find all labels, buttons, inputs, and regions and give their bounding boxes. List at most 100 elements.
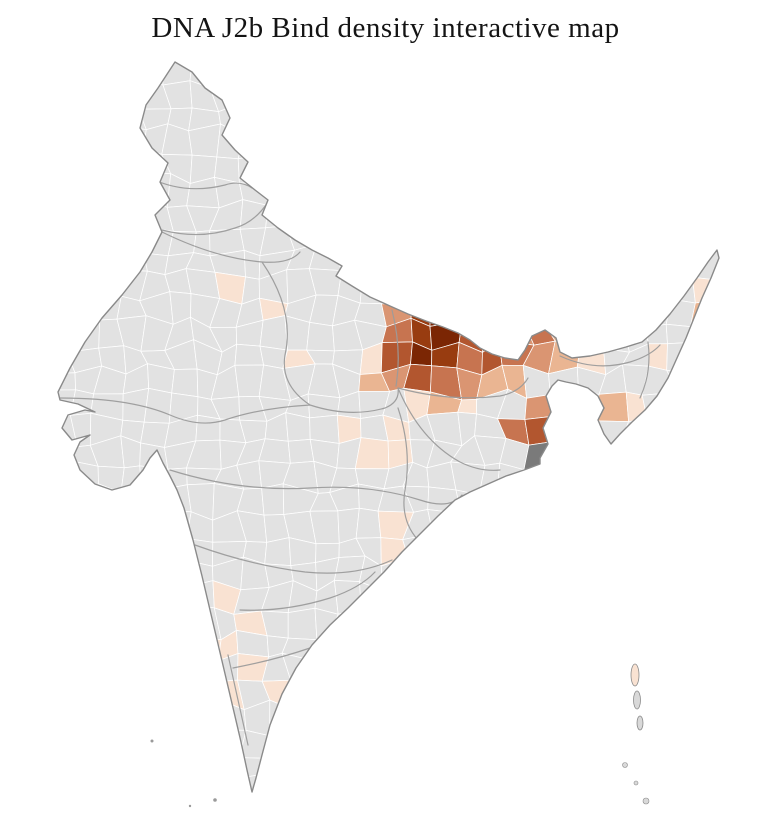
- district-cell-shaded[interactable]: [482, 316, 506, 354]
- district-cell[interactable]: [521, 654, 553, 686]
- nicobar-islands[interactable]: [622, 762, 650, 805]
- district-cell[interactable]: [697, 225, 725, 251]
- district-cell[interactable]: [162, 583, 199, 616]
- district-cell[interactable]: [119, 627, 144, 662]
- district-cell[interactable]: [575, 127, 598, 159]
- district-cell[interactable]: [113, 53, 147, 83]
- district-cell[interactable]: [478, 558, 512, 586]
- district-cell[interactable]: [690, 62, 724, 88]
- district-cell[interactable]: [617, 268, 651, 297]
- district-cell[interactable]: [644, 323, 668, 345]
- district-cell[interactable]: [74, 772, 95, 806]
- district-cell-shaded[interactable]: [186, 634, 222, 662]
- district-cell-shaded[interactable]: [521, 317, 556, 346]
- district-cell[interactable]: [548, 436, 577, 469]
- district-cell[interactable]: [571, 104, 598, 132]
- district-cell[interactable]: [425, 747, 459, 785]
- district-cell[interactable]: [522, 706, 558, 734]
- nicobar-island[interactable]: [622, 762, 628, 768]
- district-cell[interactable]: [569, 464, 605, 492]
- district-cell[interactable]: [315, 106, 335, 126]
- district-cell[interactable]: [119, 655, 141, 685]
- district-cell[interactable]: [355, 633, 380, 657]
- district-cell[interactable]: [243, 101, 270, 136]
- district-cell[interactable]: [521, 204, 550, 225]
- district-cell[interactable]: [260, 772, 291, 807]
- district-cell[interactable]: [497, 253, 525, 275]
- district-cell[interactable]: [70, 110, 96, 131]
- district-cell[interactable]: [378, 222, 413, 255]
- district-cell[interactable]: [545, 124, 578, 161]
- district-cell[interactable]: [693, 555, 722, 588]
- district-cell[interactable]: [94, 198, 123, 228]
- district-cell[interactable]: [647, 123, 671, 157]
- district-cell[interactable]: [332, 151, 366, 184]
- district-cell[interactable]: [186, 729, 216, 756]
- district-cell[interactable]: [243, 249, 261, 280]
- district-cell[interactable]: [425, 84, 463, 109]
- district-cell[interactable]: [522, 107, 557, 126]
- district-cell[interactable]: [572, 702, 595, 736]
- district-cell[interactable]: [667, 554, 699, 588]
- district-cell[interactable]: [694, 726, 723, 755]
- district-cell[interactable]: [281, 55, 313, 82]
- district-cell[interactable]: [283, 149, 312, 177]
- district-cell[interactable]: [168, 679, 195, 705]
- district-cell[interactable]: [144, 54, 164, 86]
- district-cell[interactable]: [427, 727, 460, 758]
- district-cell[interactable]: [455, 103, 479, 131]
- district-cell[interactable]: [499, 725, 527, 759]
- district-cell[interactable]: [283, 124, 319, 152]
- district-cell[interactable]: [522, 684, 558, 712]
- district-cell[interactable]: [596, 512, 623, 542]
- district-cell[interactable]: [89, 556, 117, 592]
- district-cell[interactable]: [283, 110, 319, 135]
- district-cell[interactable]: [66, 608, 102, 639]
- district-cell[interactable]: [427, 179, 453, 208]
- district-cell[interactable]: [405, 270, 437, 305]
- district-cell[interactable]: [624, 463, 651, 493]
- district-cell[interactable]: [646, 778, 679, 808]
- district-cell[interactable]: [571, 76, 595, 110]
- district-cell[interactable]: [305, 63, 340, 82]
- district-cell[interactable]: [137, 654, 172, 685]
- district-cell[interactable]: [617, 295, 649, 329]
- district-cell[interactable]: [450, 179, 480, 208]
- district-cell[interactable]: [667, 579, 701, 615]
- district-cell[interactable]: [689, 172, 725, 209]
- district-cell[interactable]: [547, 58, 579, 88]
- district-cell[interactable]: [624, 109, 652, 137]
- district-cell[interactable]: [234, 364, 265, 398]
- district-cell[interactable]: [595, 226, 629, 257]
- district-cell[interactable]: [355, 606, 390, 638]
- district-cell[interactable]: [331, 629, 363, 658]
- district-cell[interactable]: [551, 484, 577, 515]
- district-cell[interactable]: [452, 631, 484, 657]
- district-cell[interactable]: [545, 201, 581, 227]
- district-cell[interactable]: [604, 443, 631, 473]
- district-cell[interactable]: [426, 533, 458, 569]
- district-cell[interactable]: [597, 295, 623, 322]
- district-cell[interactable]: [549, 630, 575, 656]
- district-cell[interactable]: [117, 196, 145, 228]
- district-cell[interactable]: [91, 605, 123, 633]
- district-cell[interactable]: [597, 628, 627, 659]
- district-cell[interactable]: [458, 84, 482, 112]
- district-cell[interactable]: [89, 538, 123, 568]
- district-cell[interactable]: [667, 203, 698, 227]
- district-cell[interactable]: [672, 80, 691, 104]
- district-cell[interactable]: [435, 588, 457, 615]
- district-cell[interactable]: [167, 231, 197, 257]
- district-cell[interactable]: [91, 677, 124, 709]
- district-cell[interactable]: [595, 175, 620, 204]
- district-cell[interactable]: [692, 751, 722, 782]
- district-cell[interactable]: [314, 607, 339, 641]
- district-cell[interactable]: [355, 199, 382, 231]
- district-cell[interactable]: [501, 556, 533, 586]
- district-cell[interactable]: [93, 756, 126, 782]
- district-cell[interactable]: [623, 130, 650, 159]
- district-cell[interactable]: [310, 150, 334, 184]
- district-cell[interactable]: [264, 537, 292, 567]
- district-cell[interactable]: [580, 560, 600, 586]
